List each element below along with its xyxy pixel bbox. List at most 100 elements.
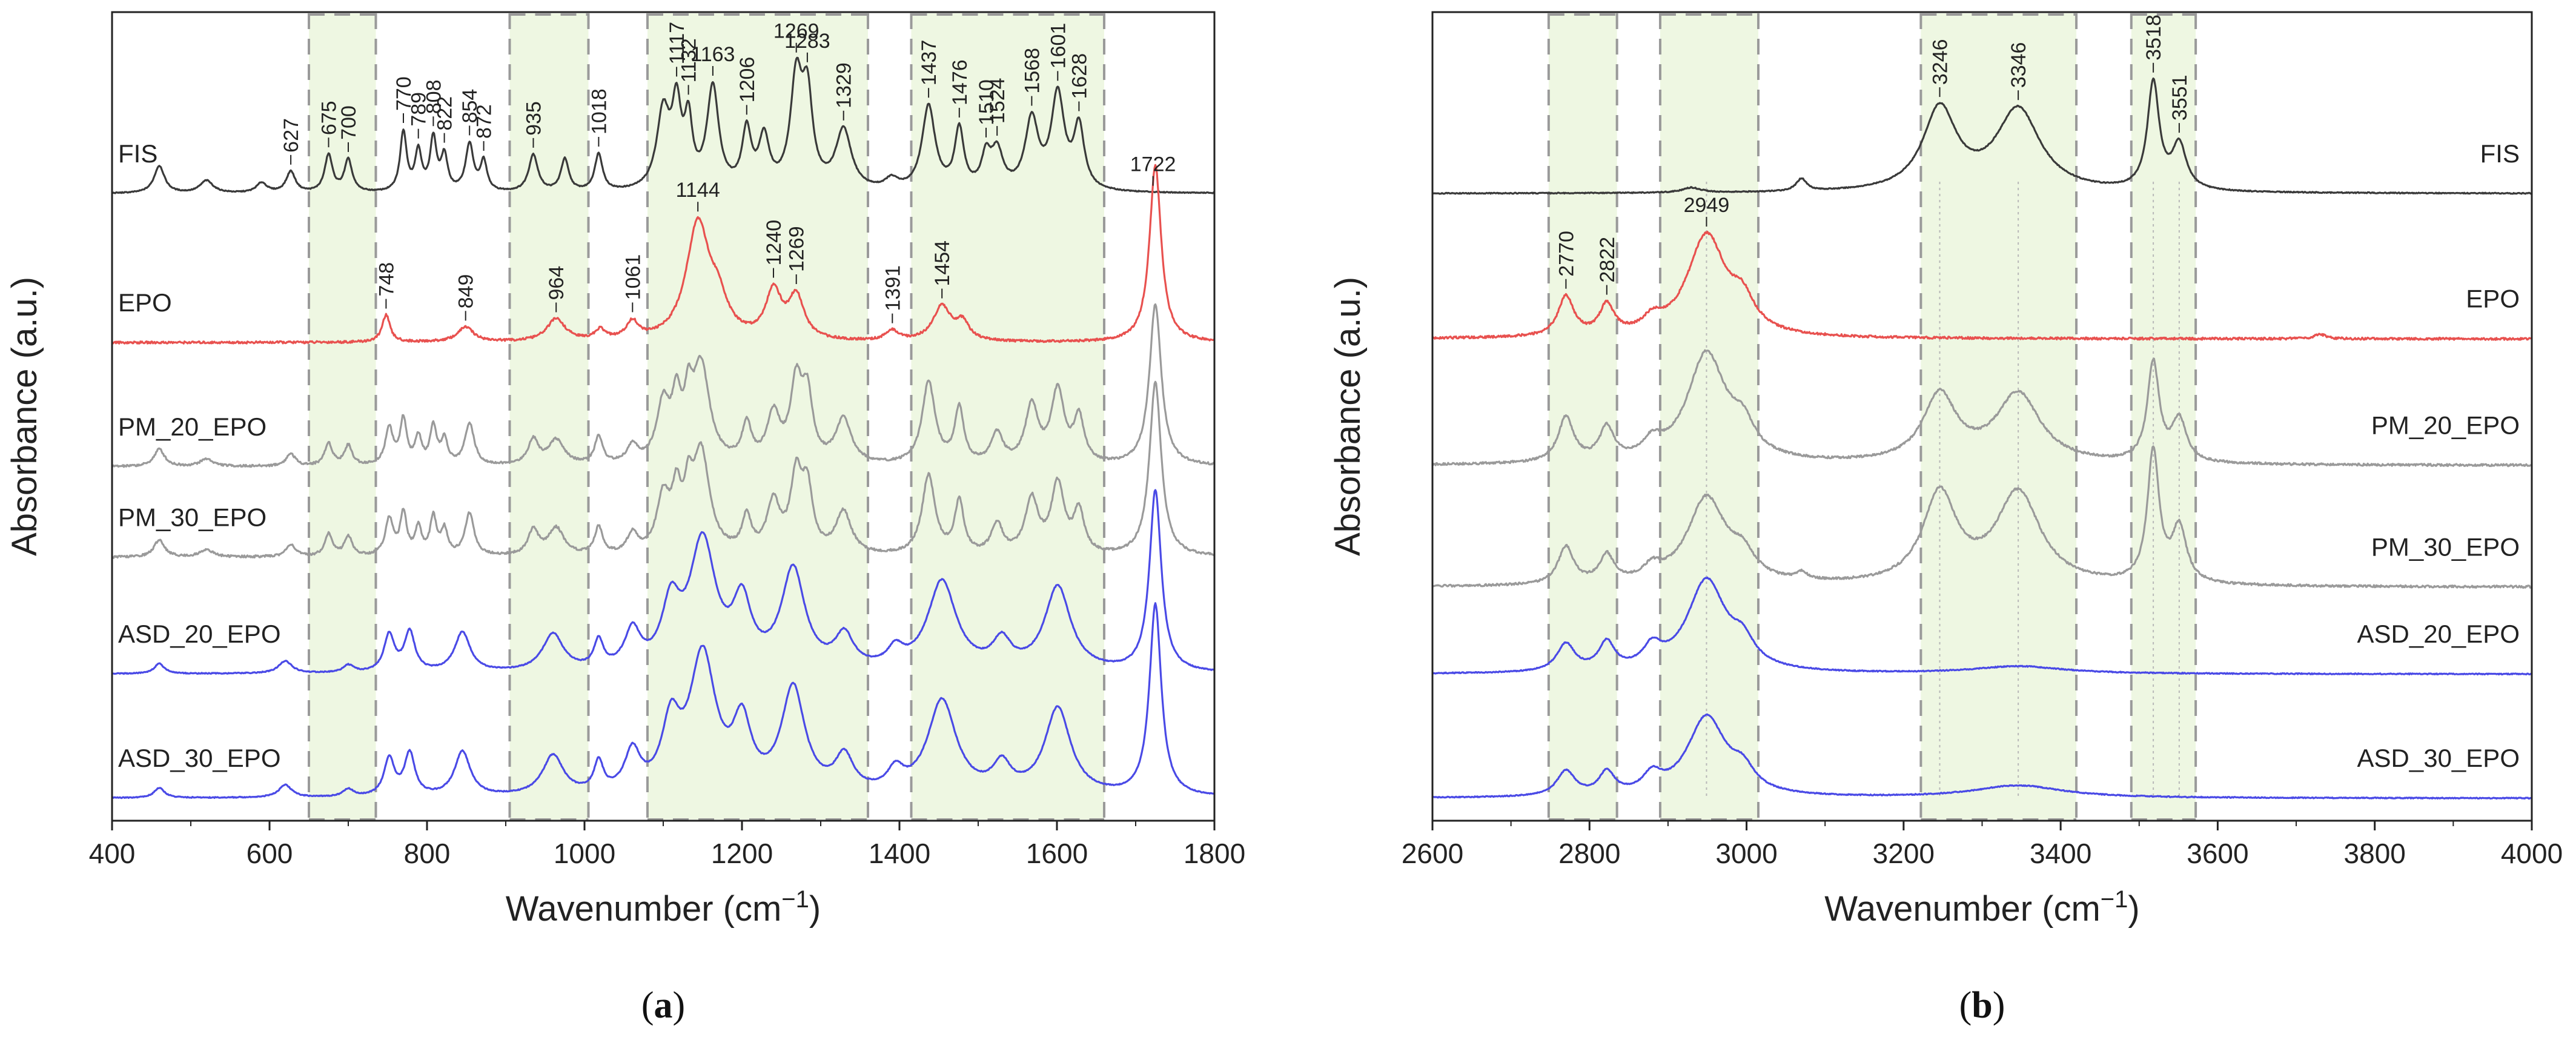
- panel-a-x-axis-label-main: Wavenumber (cm: [506, 889, 782, 929]
- panel-a-series-asd-20-epo: [111, 489, 1216, 675]
- panel-a-series-label-5: ASD_30_EPO: [118, 744, 281, 772]
- panel-a-series: [111, 56, 1216, 800]
- panel-b-series-label-3: PM_30_EPO: [2371, 533, 2520, 561]
- panel-b-series-label-2: PM_20_EPO: [2371, 411, 2520, 440]
- panel-a-y-axis-label: Absorbance (a.u.): [5, 277, 44, 556]
- panel-a-x-axis-label-sup: −1: [781, 886, 809, 913]
- panel-b-label-open: (: [1959, 985, 1972, 1026]
- panel-a-series-labels: FIS EPO PM_20_EPO PM_30_EPO ASD_20_EPO ASD_30…: [118, 139, 281, 772]
- panel-b-peak-label-2: 3518: [2142, 15, 2165, 61]
- panel-a-x-axis-label: Wavenumber (cm−1): [506, 886, 821, 929]
- panel-b-band-2: [1921, 13, 2077, 820]
- panel-a-peak-label-6: 822: [434, 96, 457, 131]
- panel-a-peak-label-17: 1329: [833, 62, 856, 108]
- panel-b-series-asd-20-epo: [1432, 576, 2532, 676]
- panel-b-x-ticks: 2600 2800 3000 3200 3400 3600 3800 4000: [1402, 821, 2563, 869]
- panel-a-peak-label-3: 770: [392, 76, 416, 111]
- panel-b-x-tick-label-2: 3000: [1715, 838, 1777, 869]
- panel-a-label-letter: a: [654, 985, 673, 1026]
- panel-a-peak-label-2: 700: [337, 105, 360, 140]
- panel-a-series-asd-30-epo: [111, 602, 1216, 800]
- panel-b-label-close: ): [1993, 985, 2005, 1026]
- panel-a-x-tick-label-7: 1800: [1184, 838, 1245, 869]
- panel-a-peak-label-16: 1283: [784, 30, 830, 53]
- panel-a-x-tick-label-2: 800: [404, 838, 451, 869]
- panel-a-series-pm-30-epo: [111, 380, 1215, 559]
- panel-a-peak-label-33: 1391: [881, 265, 904, 311]
- panel-a-peak-label-25: 1722: [1130, 153, 1176, 176]
- panel-a-peak-label-34: 1454: [931, 240, 954, 286]
- panel-b-x-tick-label-5: 3600: [2187, 838, 2248, 869]
- panel-a-x-tick-label-5: 1400: [869, 838, 930, 869]
- panel-a-peak-label-29: 964: [545, 266, 568, 300]
- panel-b-band-0: [1548, 13, 1617, 820]
- panel-b-x-tick-label-6: 3800: [2344, 838, 2406, 869]
- panel-b-label: (b): [1959, 985, 2005, 1026]
- panel-b-x-axis-label-main: Wavenumber (cm: [1824, 889, 2101, 929]
- panel-b-x-tick-label-3: 3200: [1873, 838, 1935, 869]
- panel-b-bands: [1547, 13, 2197, 821]
- panel-a-x-tick-label-1: 600: [247, 838, 293, 869]
- panel-a-peak-label-5: 808: [422, 79, 445, 114]
- panel-a-bands: [308, 13, 1105, 821]
- panel-b-x-tick-label-0: 2600: [1402, 838, 1463, 869]
- panel-b-series-label-1: EPO: [2466, 285, 2520, 313]
- panel-a-peak-label-30: 1061: [621, 254, 644, 300]
- panel-b-series-label-0: FIS: [2480, 139, 2520, 168]
- panel-b-series-label-5: ASD_30_EPO: [2357, 744, 2520, 772]
- panel-a-x-ticks: 400 600 800 1000 1200 1400 1600 1800: [89, 821, 1245, 869]
- panel-b-x-axis-label: Wavenumber (cm−1): [1824, 886, 2139, 929]
- panel-b-series-label-4: ASD_20_EPO: [2357, 620, 2520, 648]
- panel-a-band-2: [647, 13, 868, 820]
- panel-a-peak-label-32: 1269: [786, 226, 809, 272]
- panel-a-x-tick-label-3: 1000: [554, 838, 615, 869]
- panel-a-x-tick-label-6: 1600: [1026, 838, 1088, 869]
- panel-a-peak-label-14: 1206: [736, 57, 759, 103]
- panel-a-peak-label-13: 1163: [690, 43, 735, 66]
- panel-a-peak-label-1: 675: [318, 101, 341, 135]
- panel-a-peak-label-18: 1437: [918, 40, 941, 86]
- panel-a-peak-label-7: 854: [459, 89, 482, 124]
- panel-a-label-close: ): [673, 985, 686, 1026]
- panel-b-series-asd-30-epo: [1432, 713, 2532, 800]
- panel-b-peak-label-0: 3246: [1929, 39, 1952, 85]
- panel-b-x-axis-label-sup: −1: [2101, 886, 2128, 913]
- panel-a-peak-label-21: 1524: [986, 78, 1009, 124]
- panel-a-series-label-3: PM_30_EPO: [118, 503, 267, 531]
- panel-b-x-axis-label-tail: ): [2128, 889, 2139, 929]
- panel-a-peak-label-31: 1240: [763, 220, 786, 266]
- panel-b-band-1: [1660, 13, 1759, 820]
- panel-a-peak-label-28: 849: [455, 274, 478, 309]
- panel-b-series-labels: FIS EPO PM_20_EPO PM_30_EPO ASD_20_EPO ASD_30…: [2357, 139, 2520, 772]
- panel-a-series-label-1: EPO: [118, 288, 172, 317]
- panel-a-peak-label-15: 1269: [773, 20, 819, 43]
- panel-a-label-open: (: [641, 985, 654, 1026]
- panel-a-peak-label-10: 1018: [588, 88, 611, 134]
- panel-b-x-tick-label-4: 3400: [2030, 838, 2091, 869]
- panel-a-label: (a): [641, 985, 685, 1026]
- panel-a-peak-label-20: 1510: [975, 79, 998, 125]
- panel-a-peak-label-22: 1568: [1021, 48, 1044, 94]
- panel-a-series-label-2: PM_20_EPO: [118, 412, 267, 441]
- panel-a-peak-label-8: 872: [473, 104, 496, 139]
- panel-b-peak-label-5: 2822: [1596, 237, 1619, 283]
- panel-b-x-tick-label-7: 4000: [2501, 838, 2563, 869]
- panel-a-peak-label-0: 627: [280, 118, 303, 153]
- panel-a-peak-label-24: 1628: [1068, 53, 1091, 99]
- panel-a-band-3: [911, 13, 1104, 820]
- panel-a-series-pm-20-epo: [111, 303, 1216, 468]
- panel-a-series-fis: [111, 56, 1215, 194]
- panel-a-peak-label-19: 1476: [949, 59, 972, 105]
- panel-a-series-label-4: ASD_20_EPO: [118, 620, 281, 648]
- panel-a-band-1: [509, 13, 589, 820]
- panel-b-series-pm-20-epo: [1431, 349, 2533, 468]
- panel-a-band-0: [309, 13, 376, 820]
- panel-a-x-axis-label-tail: ): [809, 889, 821, 929]
- panel-b-peak-label-3: 3551: [2168, 74, 2191, 121]
- panel-a-x-tick-label-0: 400: [89, 838, 136, 869]
